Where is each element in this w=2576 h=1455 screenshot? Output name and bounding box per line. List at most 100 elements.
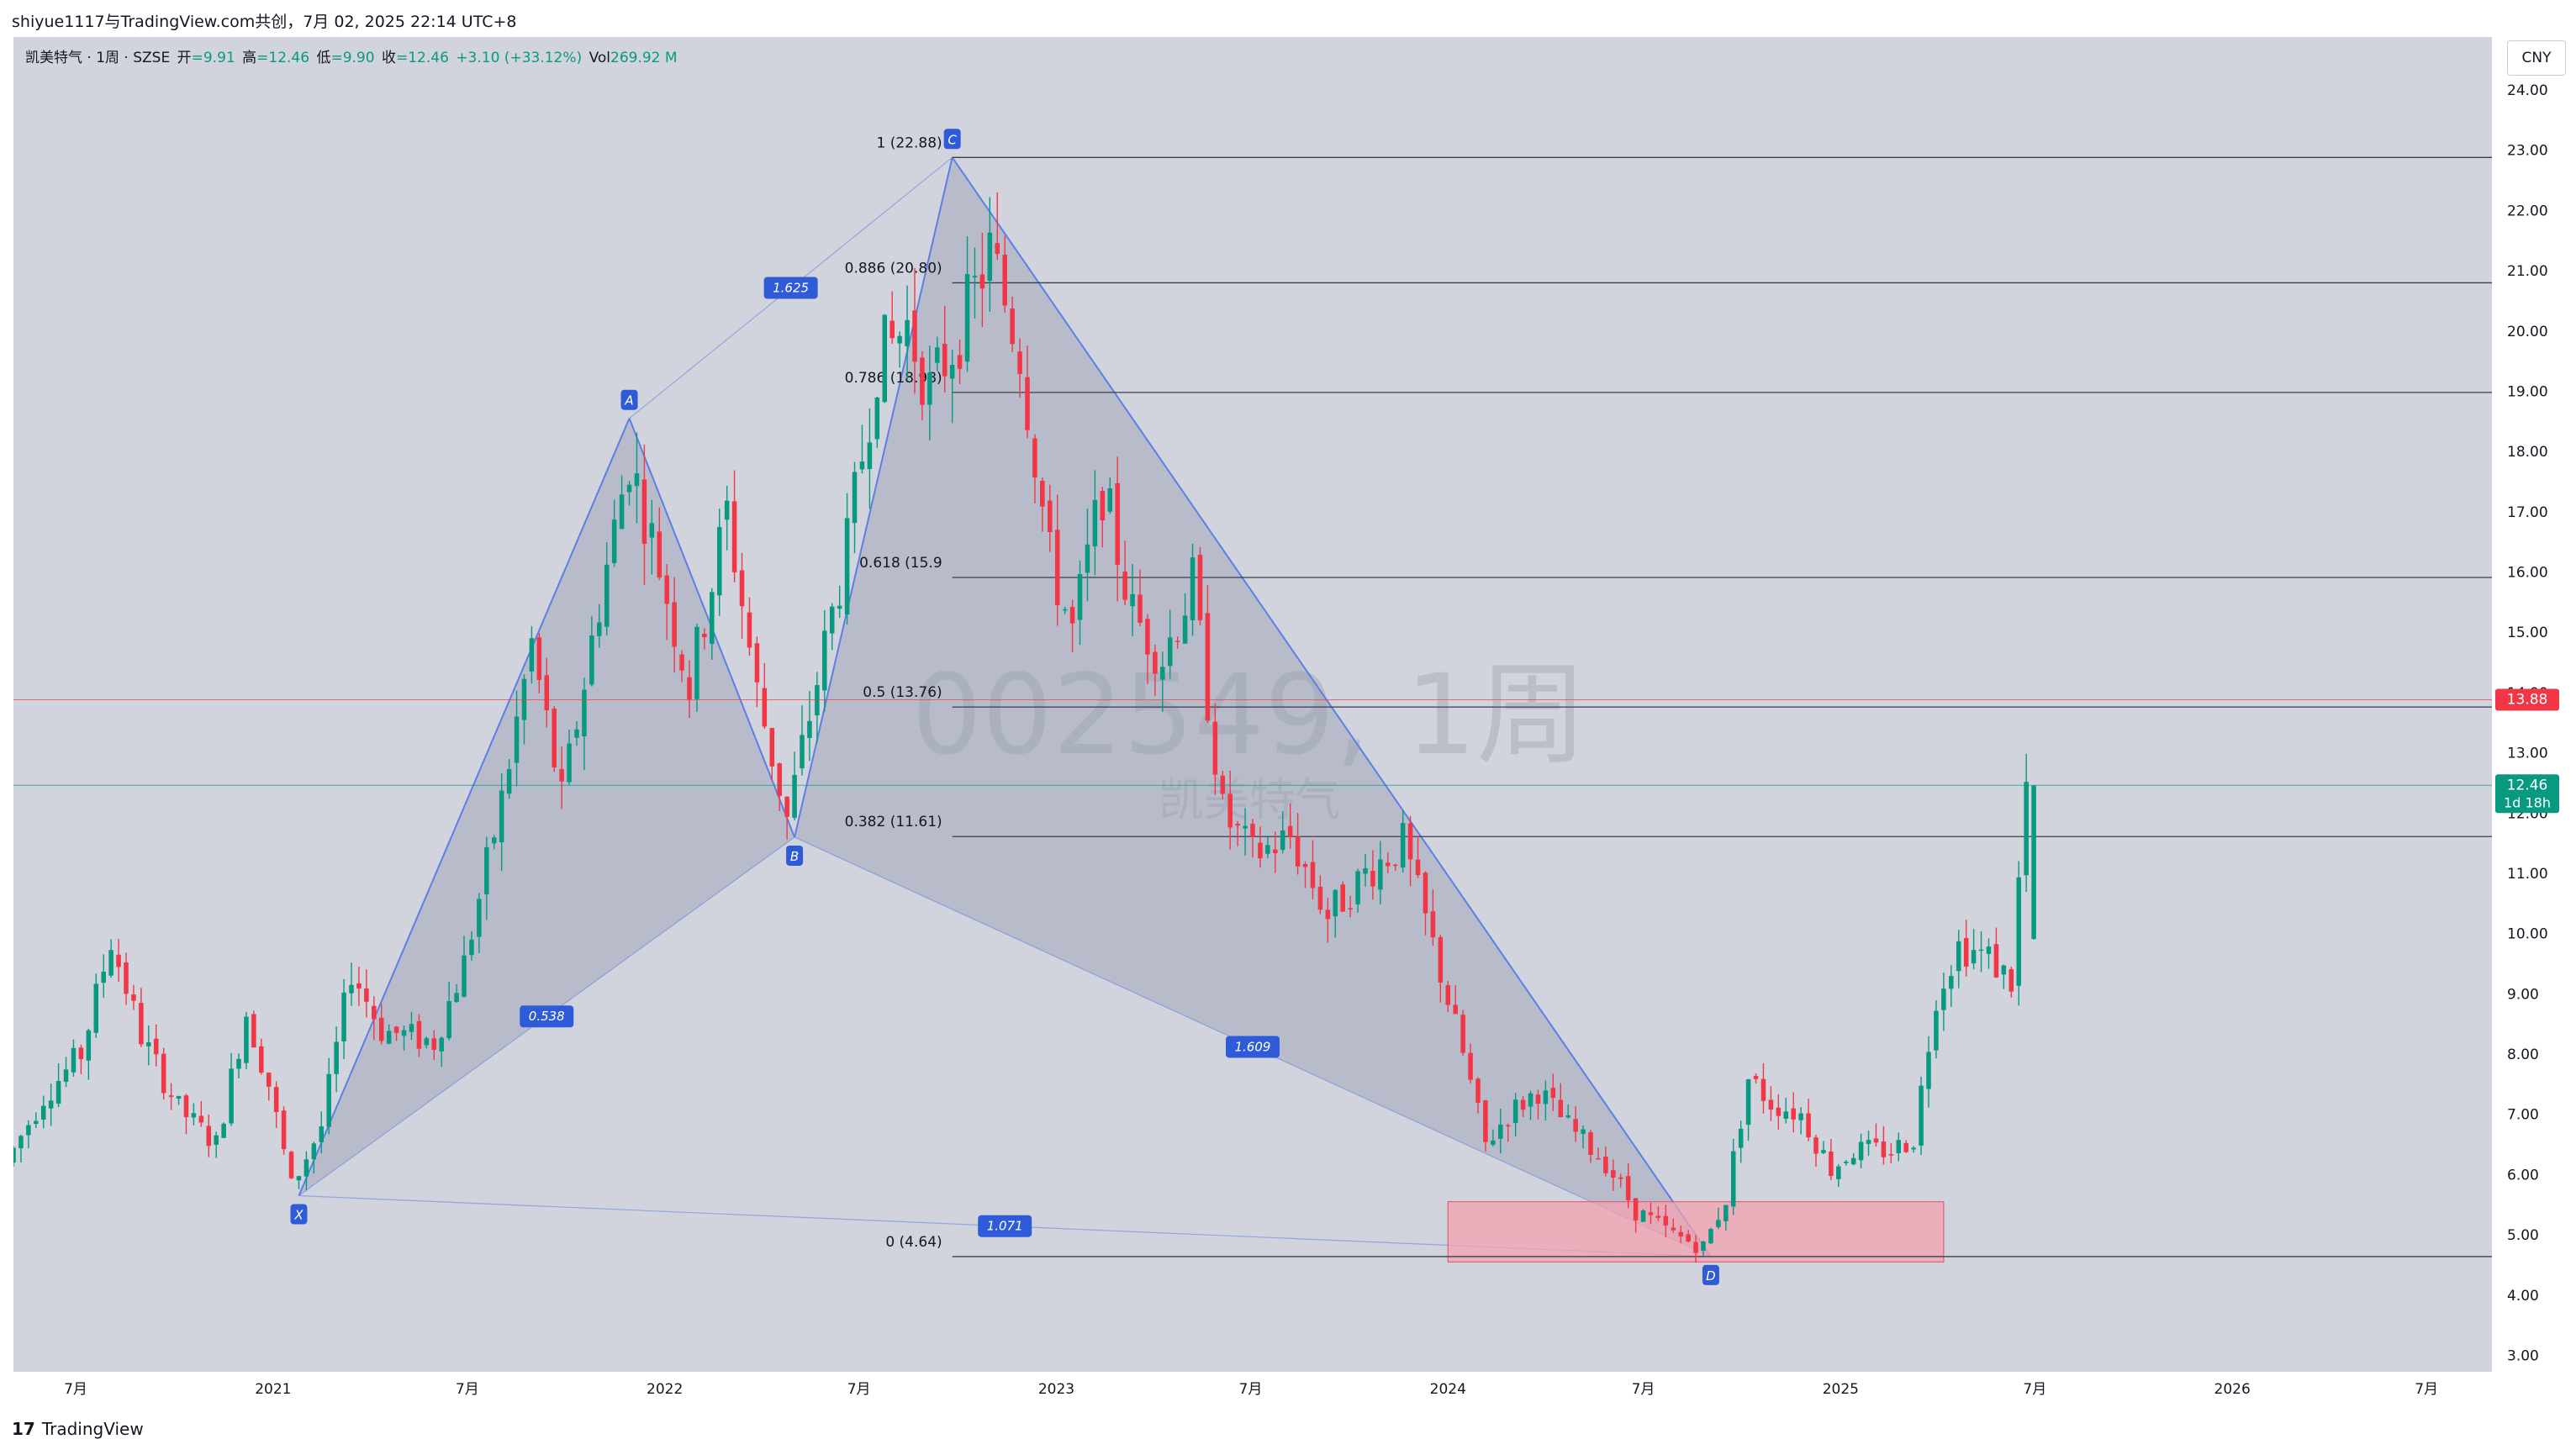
candle-body bbox=[1596, 1157, 1601, 1160]
y-tick-label: 9.00 bbox=[2507, 986, 2539, 1003]
candle-body bbox=[574, 729, 579, 738]
candle-body bbox=[1348, 908, 1353, 910]
pattern-point-label: A bbox=[624, 393, 633, 409]
candle-body bbox=[1520, 1099, 1526, 1110]
candle-body bbox=[1430, 911, 1436, 938]
price-label-value: 13.88 bbox=[2507, 692, 2548, 709]
candle-body bbox=[484, 846, 489, 894]
candle-body bbox=[694, 626, 699, 699]
candle-body bbox=[281, 1110, 287, 1150]
fib-level-label: 0.5 (13.76) bbox=[863, 684, 942, 701]
candle-body bbox=[48, 1100, 54, 1109]
candle-body bbox=[634, 473, 640, 487]
candle-body bbox=[1903, 1142, 1908, 1152]
candle-body bbox=[1333, 889, 1338, 917]
candle-body bbox=[424, 1038, 430, 1046]
candle-body bbox=[1806, 1113, 1811, 1138]
candle-body bbox=[1888, 1154, 1894, 1156]
candle-body bbox=[702, 634, 707, 638]
candle-body bbox=[266, 1073, 272, 1087]
x-tick-label: 2022 bbox=[647, 1381, 683, 1398]
candle-body bbox=[657, 531, 662, 578]
candle-body bbox=[183, 1095, 189, 1118]
chart-area[interactable]: 002549, 1周 凯美特气 1 (22.88) 0.886 (20.80) 0.… bbox=[11, 37, 2563, 1407]
fib-level-label: 0.382 (11.61) bbox=[845, 814, 942, 830]
candle-body bbox=[672, 602, 677, 647]
candle-body bbox=[2001, 965, 2007, 975]
ohlc-legend: 凯美特气 · 1周 · SZSE 开=9.91 高=12.46 低=9.90 收… bbox=[25, 45, 680, 66]
candle-body bbox=[957, 355, 963, 369]
candle-body bbox=[108, 950, 113, 976]
candle-body bbox=[1745, 1079, 1751, 1126]
currency-button[interactable]: CNY bbox=[2507, 40, 2566, 76]
ratio-label: 0.538 bbox=[529, 1009, 565, 1024]
candle-body bbox=[1138, 594, 1143, 623]
candle-body bbox=[1963, 938, 1969, 967]
candle-body bbox=[439, 1037, 444, 1052]
candle-body bbox=[1355, 871, 1360, 904]
candle-body bbox=[777, 763, 782, 796]
y-tick-label: 17.00 bbox=[2507, 504, 2548, 521]
candle-body bbox=[739, 570, 745, 607]
candle-body bbox=[514, 716, 520, 763]
candle-body bbox=[78, 1047, 84, 1060]
candle-body bbox=[897, 335, 902, 344]
candle-body bbox=[1107, 488, 1113, 512]
candle-body bbox=[1017, 351, 1022, 374]
candle-body bbox=[927, 372, 932, 405]
candle-body bbox=[1468, 1052, 1473, 1080]
candle-body bbox=[1392, 864, 1398, 867]
footer: 17 TradingView bbox=[0, 1407, 2576, 1455]
chart-canvas[interactable]: 002549, 1周 凯美特气 1 (22.88) 0.886 (20.80) 0.… bbox=[11, 37, 2563, 1407]
y-tick-label: 3.00 bbox=[2507, 1347, 2539, 1364]
vol-value: 269.92 M bbox=[610, 50, 678, 66]
price-axis[interactable] bbox=[2492, 37, 2563, 1407]
candle-body bbox=[1760, 1078, 1766, 1101]
candle-body bbox=[949, 365, 955, 379]
fib-level-label: 0 (4.64) bbox=[885, 1234, 942, 1251]
candle-body bbox=[1941, 988, 1946, 1010]
close-value: =12.46 bbox=[395, 50, 449, 66]
candle-body bbox=[1250, 824, 1255, 837]
pattern-point-marker bbox=[1702, 1264, 1719, 1285]
candle-body bbox=[416, 1020, 422, 1049]
price-label-badge bbox=[2495, 774, 2559, 814]
candle-body bbox=[1896, 1140, 1902, 1154]
y-tick-label: 13.00 bbox=[2507, 746, 2548, 762]
pattern-leg-xa bbox=[298, 418, 631, 1196]
y-tick-label: 5.00 bbox=[2507, 1227, 2539, 1244]
x-tick-label: 2026 bbox=[2214, 1381, 2251, 1398]
candle-body bbox=[1986, 946, 1992, 954]
y-tick-label: 20.00 bbox=[2507, 324, 2548, 340]
candle-body bbox=[1723, 1205, 1729, 1221]
candle-body bbox=[26, 1125, 31, 1136]
candle-body bbox=[1317, 886, 1323, 910]
tradingview-logo[interactable]: 17 TradingView bbox=[12, 1419, 144, 1439]
candle-body bbox=[762, 688, 768, 727]
candle-body bbox=[1386, 862, 1391, 867]
candle-body bbox=[251, 1014, 256, 1048]
candle-body bbox=[1475, 1078, 1481, 1103]
candle-body bbox=[1010, 308, 1015, 345]
candle-body bbox=[1287, 825, 1293, 837]
candle-body bbox=[454, 993, 459, 1003]
x-tick-label: 7月 bbox=[64, 1381, 87, 1398]
candle-body bbox=[229, 1068, 234, 1124]
candle-body bbox=[1978, 949, 1984, 952]
candle-body bbox=[1370, 871, 1375, 887]
fib-retracement[interactable]: 1 (22.88) 0.886 (20.80) 0.786 (18.98) 0.618… bbox=[845, 134, 2492, 1257]
candle-body bbox=[469, 939, 474, 956]
candle-body bbox=[1340, 884, 1345, 912]
top-bar: shiyue1117与TradingView.com共创，7月 02, 2025… bbox=[0, 0, 2576, 37]
y-tick-label: 4.00 bbox=[2507, 1288, 2539, 1305]
candle-body bbox=[431, 1038, 437, 1050]
candle-body bbox=[754, 643, 760, 683]
candle-body bbox=[649, 523, 655, 538]
candle-body bbox=[1753, 1076, 1759, 1079]
symbol-info[interactable]: 凯美特气 · 1周 · SZSE bbox=[25, 50, 171, 66]
candle-body bbox=[40, 1105, 46, 1120]
candle-body bbox=[567, 743, 572, 783]
candle-body bbox=[386, 1031, 392, 1044]
y-tick-label: 19.00 bbox=[2507, 383, 2548, 400]
time-axis[interactable] bbox=[13, 1372, 2563, 1407]
